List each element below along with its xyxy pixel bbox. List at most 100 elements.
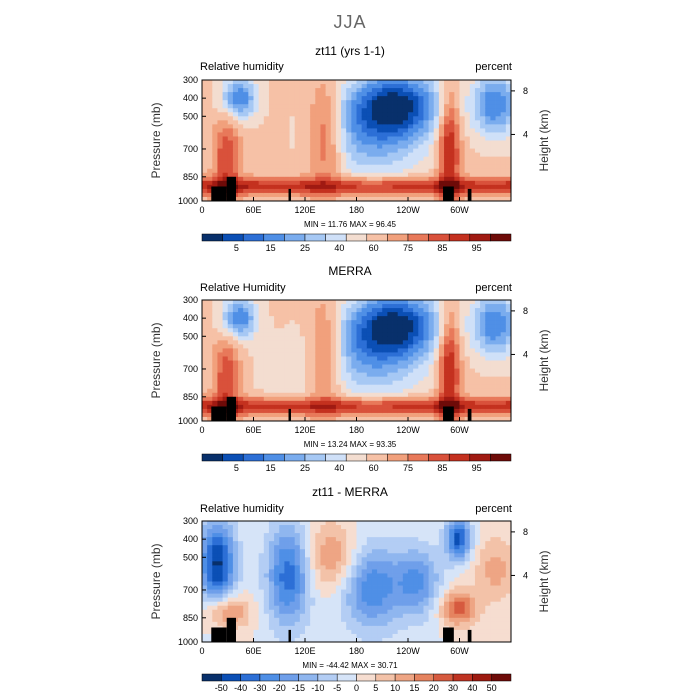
heatmap-cell xyxy=(238,184,244,190)
heatmap-cell xyxy=(274,557,280,562)
heatmap-cell xyxy=(253,132,260,137)
heatmap-cell xyxy=(274,577,280,582)
heatmap-cell xyxy=(243,100,249,105)
heatmap-cell xyxy=(397,136,404,141)
heatmap-cell xyxy=(325,625,332,631)
heatmap-cell xyxy=(263,565,270,570)
heatmap-cell xyxy=(366,529,373,534)
heatmap-cell xyxy=(408,553,414,558)
heatmap-cell xyxy=(238,196,244,202)
heatmap-cell xyxy=(258,525,265,530)
heatmap-cell xyxy=(402,144,409,149)
heatmap-cell xyxy=(423,152,429,158)
heatmap-cell xyxy=(320,332,326,337)
heatmap-cell xyxy=(212,605,218,611)
heatmap-cell xyxy=(315,529,321,534)
heatmap-cell xyxy=(402,328,409,333)
heatmap-cell xyxy=(454,300,460,305)
heatmap-cell xyxy=(351,376,357,382)
heatmap-cell xyxy=(320,196,326,202)
heatmap-cell xyxy=(377,605,383,611)
heatmap-cell xyxy=(279,332,285,337)
heatmap-cell xyxy=(315,549,321,554)
heatmap-cell xyxy=(397,88,404,93)
heatmap-cell xyxy=(366,609,373,615)
heatmap-cell xyxy=(433,380,440,386)
heatmap-cell xyxy=(500,360,507,365)
heatmap-cell xyxy=(438,100,445,105)
y-tick-label: 1000 xyxy=(178,416,198,426)
heatmap-cell xyxy=(356,136,363,141)
heatmap-cell xyxy=(382,140,388,145)
heatmap-cell xyxy=(469,116,476,121)
heatmap-cell xyxy=(258,312,265,317)
heatmap-cell xyxy=(490,360,496,365)
heatmap-cell xyxy=(202,312,208,317)
heatmap-cell xyxy=(377,124,383,129)
heatmap-cell xyxy=(485,340,491,345)
heatmap-cell xyxy=(232,116,239,121)
heatmap-cell xyxy=(449,376,455,382)
heatmap-cell xyxy=(408,92,414,97)
heatmap-cell xyxy=(392,529,399,534)
heatmap-cell xyxy=(356,352,363,357)
heatmap-cell xyxy=(371,352,378,357)
heatmap-cell xyxy=(232,88,239,93)
heatmap-cell xyxy=(341,416,347,422)
heatmap-cell xyxy=(371,140,378,145)
heatmap-cell xyxy=(480,388,486,394)
heatmap-cell xyxy=(207,192,213,198)
heatmap-cell xyxy=(294,344,301,349)
heatmap-cell xyxy=(289,196,296,202)
heatmap-cell xyxy=(495,152,502,158)
heatmap-cell xyxy=(397,180,404,186)
heatmap-cell xyxy=(243,172,249,178)
heatmap-cell xyxy=(212,144,218,149)
heatmap-cell xyxy=(423,324,429,329)
heatmap-cell xyxy=(366,100,373,105)
heatmap-cell xyxy=(212,613,218,619)
heatmap-cell xyxy=(284,613,290,619)
heatmap-cell xyxy=(305,601,311,607)
heatmap-cell xyxy=(346,344,352,349)
heatmap-cell xyxy=(202,589,208,594)
heatmap-cell xyxy=(268,168,275,174)
heatmap-cell xyxy=(299,400,306,406)
heatmap-cell xyxy=(310,352,316,357)
heatmap-cell xyxy=(227,537,234,542)
heatmap-cell xyxy=(346,561,352,566)
heatmap-cell xyxy=(459,188,466,194)
heatmap-cell xyxy=(397,188,404,194)
heatmap-cell xyxy=(207,396,213,402)
heatmap-cell xyxy=(263,541,270,546)
heatmap-cell xyxy=(433,416,440,422)
heatmap-cell xyxy=(207,80,213,85)
heatmap-cell xyxy=(474,136,481,141)
heatmap-cell xyxy=(227,136,234,141)
heatmap-cell xyxy=(268,196,275,202)
heatmap-cell xyxy=(243,348,249,353)
heatmap-cell xyxy=(454,156,460,162)
heatmap-cell xyxy=(258,320,265,325)
heatmap-cell xyxy=(330,196,337,202)
heatmap-cell xyxy=(469,120,476,125)
heatmap-cell xyxy=(371,368,378,373)
heatmap-cell xyxy=(480,312,486,317)
heatmap-cell xyxy=(474,356,481,361)
heatmap-cell xyxy=(284,609,290,615)
heatmap-cell xyxy=(346,412,352,418)
heatmap-cell xyxy=(222,565,229,570)
heatmap-cell xyxy=(413,376,419,382)
heatmap-cell xyxy=(423,344,429,349)
heatmap-cell xyxy=(464,176,471,182)
heatmap-cell xyxy=(459,328,466,333)
heatmap-cell xyxy=(392,140,399,145)
heatmap-cell xyxy=(227,344,234,349)
heatmap-cell xyxy=(335,348,342,353)
heatmap-cell xyxy=(238,364,244,369)
heatmap-cell xyxy=(387,416,393,422)
heatmap-cell xyxy=(366,188,373,194)
heatmap-cell xyxy=(258,128,265,133)
heatmap-cell xyxy=(330,577,337,582)
heatmap-cell xyxy=(382,184,388,190)
